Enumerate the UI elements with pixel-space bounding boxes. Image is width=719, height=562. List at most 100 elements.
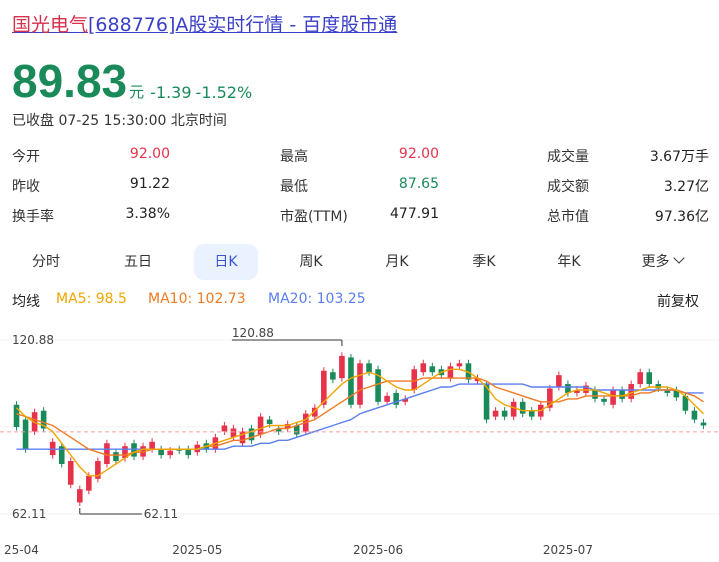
candle-body	[131, 443, 137, 457]
tab-daily-k[interactable]: 日K	[194, 244, 258, 280]
legend-ma20: MA20: 103.25	[268, 291, 366, 307]
candle-body	[384, 395, 390, 402]
candle-body	[230, 428, 237, 438]
candle-body	[375, 369, 381, 402]
stat-label: 今开	[12, 149, 40, 165]
tab-monthly-k[interactable]: 月K	[385, 254, 409, 270]
candle-body	[176, 449, 183, 451]
candle-body	[312, 407, 318, 417]
candle-body	[67, 461, 74, 485]
tab-yearly-k[interactable]: 年K	[557, 254, 581, 270]
candle-body	[673, 389, 680, 398]
candle-body	[628, 384, 634, 399]
candle-body	[95, 461, 101, 479]
candle-body	[122, 446, 128, 459]
market-status: 已收盘 07-25 15:30:00 北京时间	[12, 113, 227, 129]
candle-body	[483, 384, 490, 420]
quote-row: 89.83 元 -1.39 -1.52%	[12, 50, 256, 104]
candle-body	[140, 446, 146, 457]
candle-body	[556, 375, 562, 388]
candle-body	[429, 366, 436, 373]
tab-quarterly-k[interactable]: 季K	[472, 254, 496, 270]
candle-body	[447, 366, 454, 379]
candle-body	[456, 363, 463, 367]
candle-body	[248, 428, 255, 441]
price-change: -1.39	[150, 83, 192, 102]
candle-body	[104, 443, 110, 464]
stat-value: 91.22	[129, 176, 170, 192]
candle-body	[474, 378, 481, 382]
candle-body	[113, 452, 119, 462]
legend-title: 均线	[12, 294, 40, 310]
candle-body	[366, 363, 372, 373]
stat-value: 3.67万手	[649, 149, 709, 165]
stat-label: 换手率	[12, 209, 54, 225]
tab-weekly-k[interactable]: 周K	[299, 254, 323, 270]
candle-body	[700, 422, 707, 426]
stat-value: 477.91	[390, 206, 439, 222]
candle-body	[275, 428, 282, 432]
candle-body	[574, 389, 580, 393]
candle-body	[149, 441, 155, 450]
candle-body	[682, 395, 689, 411]
candle-body	[402, 398, 408, 402]
stat-label: 总市值	[547, 209, 589, 225]
candle-body	[284, 424, 291, 429]
candle-body	[655, 384, 662, 389]
stat-label: 昨收	[12, 179, 40, 195]
stat-value: 87.65	[398, 176, 439, 192]
candle-body	[330, 372, 336, 380]
candle-body	[58, 446, 65, 464]
candle-body	[40, 410, 47, 429]
candlestick-chart: 120.88 62.11 120.88 62.11 25-04 2025-05 2025-0…	[0, 326, 719, 557]
current-price: 89.83	[12, 55, 128, 107]
candle-body	[257, 416, 264, 435]
legend-adjust[interactable]: 前复权	[657, 294, 699, 310]
tab-intraday[interactable]: 分时	[32, 254, 60, 270]
stat-value: 3.27亿	[663, 179, 709, 195]
candle-body	[357, 363, 363, 405]
min-price-label: 62.11	[144, 507, 178, 521]
price-change-pct: -1.52%	[195, 83, 253, 102]
candle-body	[583, 385, 589, 393]
stat-label: 市盈(TTM)	[280, 209, 348, 225]
ma20-line	[16, 383, 704, 450]
candle-body	[348, 357, 354, 405]
tab-more[interactable]: 更多	[632, 244, 692, 280]
stat-value: 92.00	[129, 146, 170, 162]
x-axis-tick-label: 25-04	[4, 543, 39, 557]
ma5-line	[16, 368, 704, 477]
stat-value: 3.38%	[125, 206, 170, 222]
candle-body	[393, 392, 399, 405]
candle-body	[13, 404, 20, 427]
candle-body	[194, 444, 201, 453]
chevron-down-icon	[672, 252, 685, 264]
candle-body	[592, 389, 598, 399]
title-rest[interactable]: [688776]A股实时行情 - 百度股市通	[88, 14, 398, 36]
candle-body	[76, 489, 83, 503]
stat-label: 最高	[280, 149, 308, 165]
max-price-label: 120.88	[232, 326, 274, 340]
candle-body	[691, 410, 698, 420]
stat-label: 成交额	[547, 179, 589, 195]
period-tabs: 分时 五日 日K 周K 月K 季K 年K 更多	[12, 244, 709, 280]
tab-five-day[interactable]: 五日	[124, 254, 152, 270]
candle-body	[619, 389, 625, 399]
candle-body	[510, 401, 517, 417]
page-title-link[interactable]: 国光电气[688776]A股实时行情 - 百度股市通	[12, 10, 397, 37]
candle-body	[185, 449, 192, 456]
candle-body	[239, 431, 246, 444]
x-axis-tick-label: 2025-05	[172, 543, 222, 557]
stat-label: 成交量	[547, 149, 589, 165]
x-axis-tick-label: 2025-07	[543, 543, 593, 557]
candle-body	[321, 370, 327, 405]
candle-body	[610, 389, 616, 405]
stock-name[interactable]: 国光电气	[12, 14, 89, 36]
candle-body	[547, 388, 553, 408]
stat-value: 97.36亿	[654, 209, 709, 225]
candle-body	[167, 450, 173, 456]
candle-body	[22, 419, 29, 450]
candle-body	[528, 410, 535, 417]
candle-body	[221, 425, 228, 432]
stat-value: 92.00	[398, 146, 439, 162]
